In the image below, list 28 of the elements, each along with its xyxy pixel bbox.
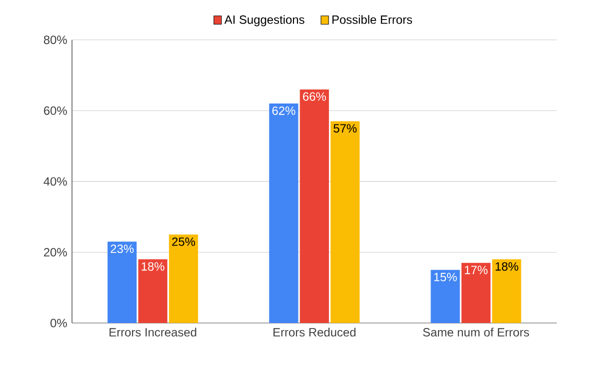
bar [300, 89, 329, 324]
data-label: 25% [172, 237, 196, 246]
y-tick-label: 80% [44, 36, 67, 44]
bar [269, 104, 298, 324]
x-tick-label: Errors Reduced [274, 328, 356, 336]
y-tick-label: 20% [44, 248, 67, 256]
data-label: 62% [272, 106, 296, 115]
bar [461, 262, 491, 324]
data-label: 57% [334, 124, 357, 133]
x-tick-label: Same num of Errors [423, 328, 530, 336]
y-tick-label: 0% [50, 318, 67, 328]
bar [168, 234, 198, 324]
legend-label: Possible Errors [332, 15, 412, 24]
bar [108, 242, 137, 324]
data-label: 18% [496, 262, 518, 271]
bar [330, 121, 360, 324]
bar [138, 259, 168, 324]
legend-label: AI Suggestions [224, 15, 304, 26]
y-tick-label: 40% [44, 177, 67, 186]
data-label: 23% [110, 244, 134, 253]
data-label: 66% [303, 92, 326, 101]
data-label: 15% [434, 272, 457, 282]
y-tick-label: 60% [44, 106, 67, 115]
x-tick-label: Errors Increased [110, 328, 196, 336]
data-label: 18% [142, 262, 164, 271]
data-label: 17% [464, 266, 488, 274]
bar [430, 270, 460, 324]
bar [492, 259, 522, 324]
